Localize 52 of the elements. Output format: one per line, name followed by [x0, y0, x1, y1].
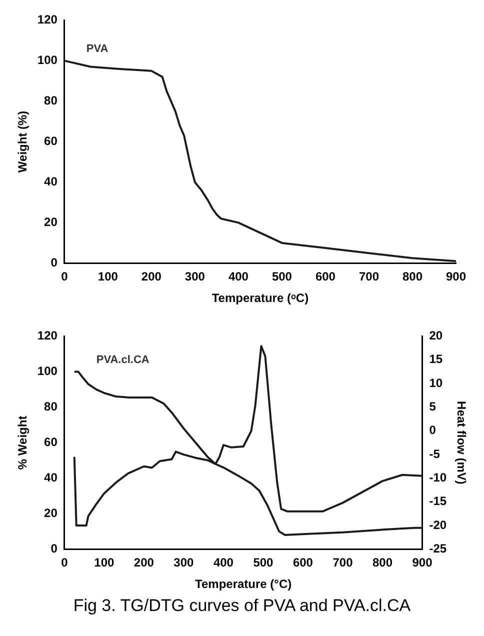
x-tick-label: 100 [94, 556, 115, 570]
x-tick-label: 0 [61, 556, 68, 570]
x-tick-label: 900 [412, 556, 433, 570]
x-tick-label: 700 [358, 270, 380, 284]
x-tick-label: 500 [272, 270, 292, 284]
y-tick-label: 40 [44, 174, 58, 189]
y-tick-label: 60 [44, 134, 58, 148]
y2-tick-label: 20 [429, 328, 443, 343]
x-tick-label: 0 [61, 270, 68, 284]
x-tick-label: 700 [332, 556, 354, 570]
x-axis-title: Temperature (°C) [195, 577, 292, 592]
y2-tick-label: -5 [429, 446, 440, 461]
y-tick-label: 0 [50, 256, 58, 270]
y-axis-title: % Weight [16, 416, 30, 470]
y2-axis-title: Heat flow (mV) [454, 401, 468, 484]
y-tick-label: 120 [37, 328, 58, 343]
x-tick-label: 400 [213, 556, 234, 570]
x-tick-label: 100 [98, 270, 118, 284]
y-tick-label: 40 [44, 470, 58, 485]
x-tick-label: 200 [141, 270, 162, 284]
y-tick-label: 120 [37, 12, 58, 27]
y2-tick-label: 5 [429, 400, 436, 414]
series-label: PVA [86, 43, 108, 56]
y2-tick-label: -20 [429, 518, 447, 532]
x-tick-label: 800 [402, 270, 423, 284]
y2-tick-label: -15 [429, 494, 447, 508]
x-tick-label: 800 [372, 556, 393, 570]
caption: Fig 3. TG/DTG curves of PVA and PVA.cl.CA [72, 596, 412, 616]
y2-tick-label: -25 [429, 542, 447, 556]
y2-tick-label: 15 [429, 352, 443, 366]
y-tick-label: 60 [44, 435, 58, 450]
x-tick-label: 300 [184, 270, 206, 284]
x-tick-label: 500 [253, 556, 274, 570]
x-tick-label: 600 [315, 270, 336, 284]
x-tick-label: 600 [292, 556, 314, 570]
y-tick-label: 20 [44, 506, 58, 520]
x-tick-label: 200 [134, 556, 154, 570]
x-axis-title: Temperature (ᵒC) [212, 291, 309, 306]
x-tick-label: 300 [174, 556, 194, 570]
y2-tick-label: -10 [429, 470, 447, 485]
x-tick-label: 400 [228, 270, 249, 284]
y-tick-label: 100 [37, 364, 58, 378]
y-tick-label: 20 [44, 215, 58, 230]
y-tick-label: 0 [50, 542, 58, 556]
y2-tick-label: 10 [429, 376, 443, 390]
y-tick-label: 100 [37, 53, 58, 68]
y2-tick-label: 0 [429, 423, 436, 438]
x-tick-label: 900 [446, 270, 466, 284]
y-axis-title: Weight (%) [16, 110, 30, 173]
series-label: PVA.cl.CA [96, 354, 150, 366]
y-tick-label: 80 [44, 400, 58, 414]
y-tick-label: 80 [44, 94, 58, 108]
